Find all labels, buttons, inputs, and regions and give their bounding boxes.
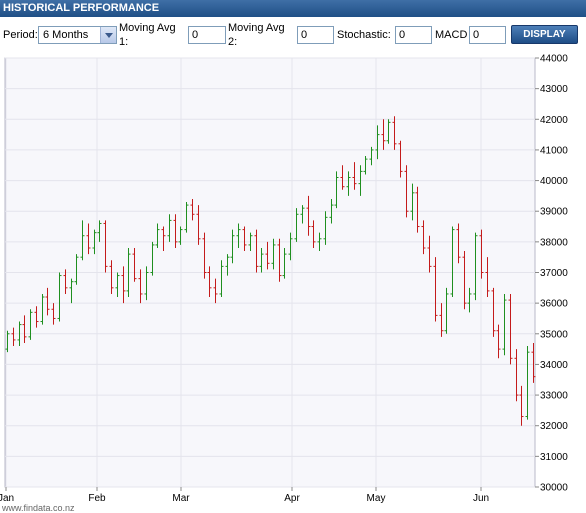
footer-credit: www.findata.co.nz (2, 503, 75, 513)
x-tick-label: Jun (473, 493, 489, 504)
ma1-label-line2: 1: (119, 36, 129, 48)
y-tick-label: 39000 (540, 207, 568, 218)
period-label: Period: (3, 29, 38, 41)
chart-area: 44000 43000 42000 41000 40000 39000 38000 37000… (0, 54, 586, 513)
macd-label: MACD (435, 29, 468, 41)
y-tick-label: 33000 (540, 391, 568, 402)
x-tick-label: Jan (0, 493, 14, 504)
y-tick-label: 44000 (540, 54, 568, 65)
chevron-down-icon[interactable] (100, 27, 116, 43)
y-tick-label: 34000 (540, 360, 568, 371)
price-chart: 44000 43000 42000 41000 40000 39000 38000 37000… (0, 54, 586, 513)
y-tick-label: 40000 (540, 176, 568, 187)
ma1-label-line1: Moving Avg (119, 22, 176, 34)
period-select[interactable]: 6 Months (38, 26, 117, 44)
panel-header: HISTORICAL PERFORMANCE (0, 0, 586, 17)
y-tick-label: 42000 (540, 115, 568, 126)
y-tick-label: 30000 (540, 483, 568, 494)
y-tick-label: 37000 (540, 268, 568, 279)
y-tick-label: 41000 (540, 145, 568, 156)
x-tick-label: Feb (88, 493, 106, 504)
y-tick-label: 35000 (540, 329, 568, 340)
y-tick-label: 38000 (540, 237, 568, 248)
panel-title: HISTORICAL PERFORMANCE (3, 2, 160, 14)
y-tick-label: 43000 (540, 84, 568, 95)
stochastic-label: Stochastic: (337, 29, 391, 41)
y-tick-label: 31000 (540, 452, 568, 463)
chart-svg: 44000 43000 42000 41000 40000 39000 38000 37000… (0, 54, 568, 504)
ma2-label-line1: Moving Avg (228, 22, 285, 34)
y-tick-label: 36000 (540, 299, 568, 310)
macd-input[interactable]: 0 (469, 26, 506, 44)
display-button[interactable]: DISPLAY (511, 25, 578, 44)
y-tick-label: 32000 (540, 421, 568, 432)
x-tick-label: Mar (172, 493, 190, 504)
period-select-value: 6 Months (43, 29, 89, 41)
stochastic-input[interactable]: 0 (395, 26, 432, 44)
x-tick-label: May (367, 493, 386, 504)
ma1-input[interactable]: 0 (188, 26, 226, 44)
x-tick-label: Apr (284, 493, 300, 504)
chart-controls: Period: 6 Months Moving Avg 1: 0 Moving … (0, 17, 586, 54)
ma2-label-line2: 2: (228, 36, 238, 48)
ma2-input[interactable]: 0 (297, 26, 334, 44)
